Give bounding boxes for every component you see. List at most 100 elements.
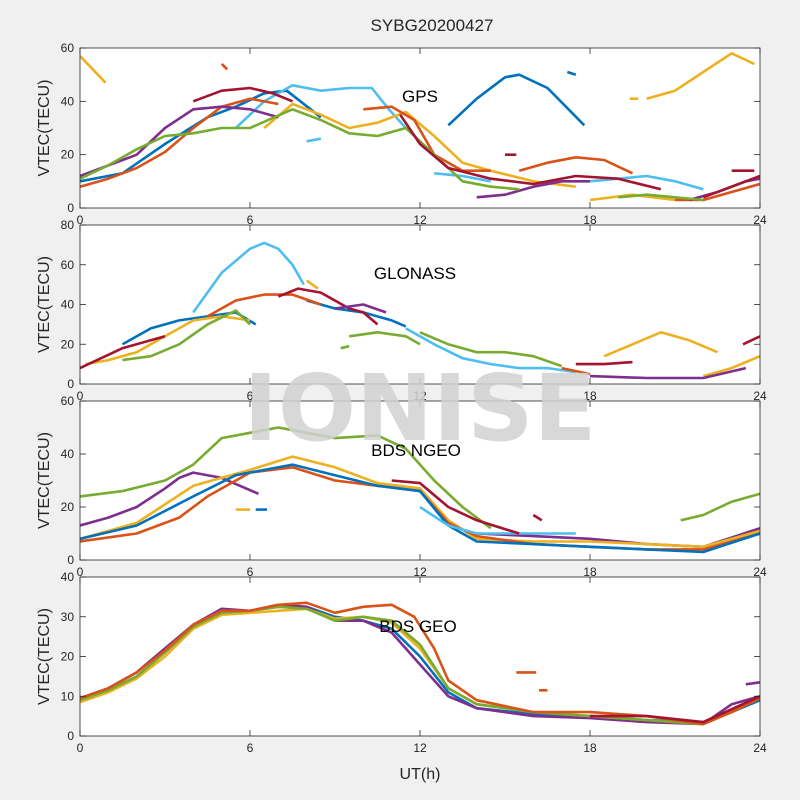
series-line: [702, 355, 760, 378]
x-tick-label: 0: [77, 389, 84, 403]
y-axis-label: VTEC(TECU): [36, 256, 53, 353]
x-tick-label: 12: [413, 565, 427, 579]
panel-label: BDS NGEO: [371, 441, 461, 460]
x-tick-label: 6: [247, 213, 254, 227]
series-line: [80, 463, 760, 554]
series-line: [80, 97, 279, 188]
x-tick-label: 6: [247, 741, 254, 755]
panel-label: BDS GEO: [379, 617, 456, 636]
panel-gps: 0 6 12 18 24 0 20 40 60 VTEC(TECU) GPS: [36, 41, 767, 227]
y-tick-label: 0: [67, 377, 74, 391]
y-tick-label: 20: [61, 337, 75, 351]
series-line: [80, 601, 760, 726]
series-group: [80, 241, 760, 380]
x-tick-label: 0: [77, 213, 84, 227]
series-line: [80, 455, 760, 549]
series-line: [646, 51, 755, 100]
series-line: [80, 426, 492, 530]
y-tick-label: 20: [61, 650, 75, 664]
panel-label: GPS: [402, 87, 438, 106]
y-axis-label: VTEC(TECU): [36, 80, 53, 177]
series-line: [122, 309, 251, 362]
series-line: [305, 279, 319, 290]
y-tick-label: 40: [61, 94, 75, 108]
series-line: [192, 86, 293, 103]
x-tick-label: 24: [753, 565, 767, 579]
series-line: [405, 327, 576, 374]
series-line: [206, 293, 322, 318]
series-line: [476, 180, 590, 199]
series-line: [434, 172, 492, 183]
series-line: [447, 73, 586, 127]
panel-bds-ngeo: 0 6 12 18 24 0 20 40 60 VTEC(TECU) BDS NGEO: [36, 394, 767, 579]
y-tick-label: 30: [61, 610, 75, 624]
series-line: [419, 331, 563, 368]
series-line: [263, 102, 576, 188]
panel-bds-geo: 0 6 12 18 24 0 10 20 30 40 VTEC(TECU) BDS GEO: [36, 570, 767, 755]
y-tick-label: 40: [61, 447, 75, 461]
series-line: [603, 330, 719, 358]
series-line: [702, 174, 760, 199]
series-line: [532, 513, 543, 522]
series-line: [349, 330, 421, 346]
x-tick-label: 12: [413, 389, 427, 403]
panel-label: GLONASS: [374, 264, 456, 283]
y-axis-label: VTEC(TECU): [36, 608, 53, 705]
panel-glonass: 0 6 12 18 24 0 20 40 60 80 VTEC(TECU) GLONASS: [36, 218, 767, 403]
y-tick-label: 0: [67, 729, 74, 743]
plot-area: [80, 225, 760, 384]
series-line: [340, 344, 350, 350]
series-line: [590, 695, 760, 724]
series-line: [80, 55, 107, 84]
x-tick-label: 6: [247, 565, 254, 579]
series-line: [80, 471, 260, 527]
series-line: [618, 193, 704, 202]
series-line: [363, 105, 491, 172]
series-line: [277, 287, 379, 326]
watermark: IONISE: [244, 355, 597, 462]
x-tick-label: 6: [247, 389, 254, 403]
x-tick-label: 18: [583, 565, 597, 579]
series-line: [589, 366, 747, 380]
series-group: [80, 51, 760, 202]
series-line: [566, 70, 577, 76]
x-tick-label: 24: [753, 389, 767, 403]
y-tick-label: 60: [61, 41, 75, 55]
x-tick-label: 24: [753, 741, 767, 755]
y-tick-label: 10: [61, 689, 75, 703]
y-tick-label: 80: [61, 218, 75, 232]
series-line: [518, 156, 634, 175]
y-axis-label: VTEC(TECU): [36, 432, 53, 529]
series-line: [561, 366, 591, 376]
series-line: [306, 137, 322, 143]
x-tick-label: 0: [77, 565, 84, 579]
series-line: [334, 303, 387, 314]
x-tick-label: 0: [77, 741, 84, 755]
y-tick-label: 20: [61, 148, 75, 162]
series-line: [575, 360, 633, 366]
x-tick-label: 12: [413, 741, 427, 755]
series-line: [220, 63, 229, 71]
y-tick-label: 0: [67, 201, 74, 215]
y-tick-label: 20: [61, 500, 75, 514]
y-tick-label: 60: [61, 394, 75, 408]
x-tick-label: 18: [583, 741, 597, 755]
series-line: [80, 335, 166, 370]
series-group: [80, 426, 760, 554]
series-line: [589, 174, 704, 191]
series-line: [742, 335, 760, 346]
series-line: [391, 479, 520, 535]
series-line: [745, 681, 760, 686]
x-tick-label: 12: [413, 213, 427, 227]
series-line: [419, 505, 576, 535]
y-tick-label: 0: [67, 553, 74, 567]
series-line: [80, 605, 760, 726]
series-line: [234, 84, 407, 129]
series-line: [675, 182, 760, 202]
figure-title: SYBG20200427: [371, 16, 494, 35]
plot-area: [80, 401, 760, 560]
x-axis-label: UT(h): [400, 766, 441, 783]
series-line: [192, 241, 305, 314]
